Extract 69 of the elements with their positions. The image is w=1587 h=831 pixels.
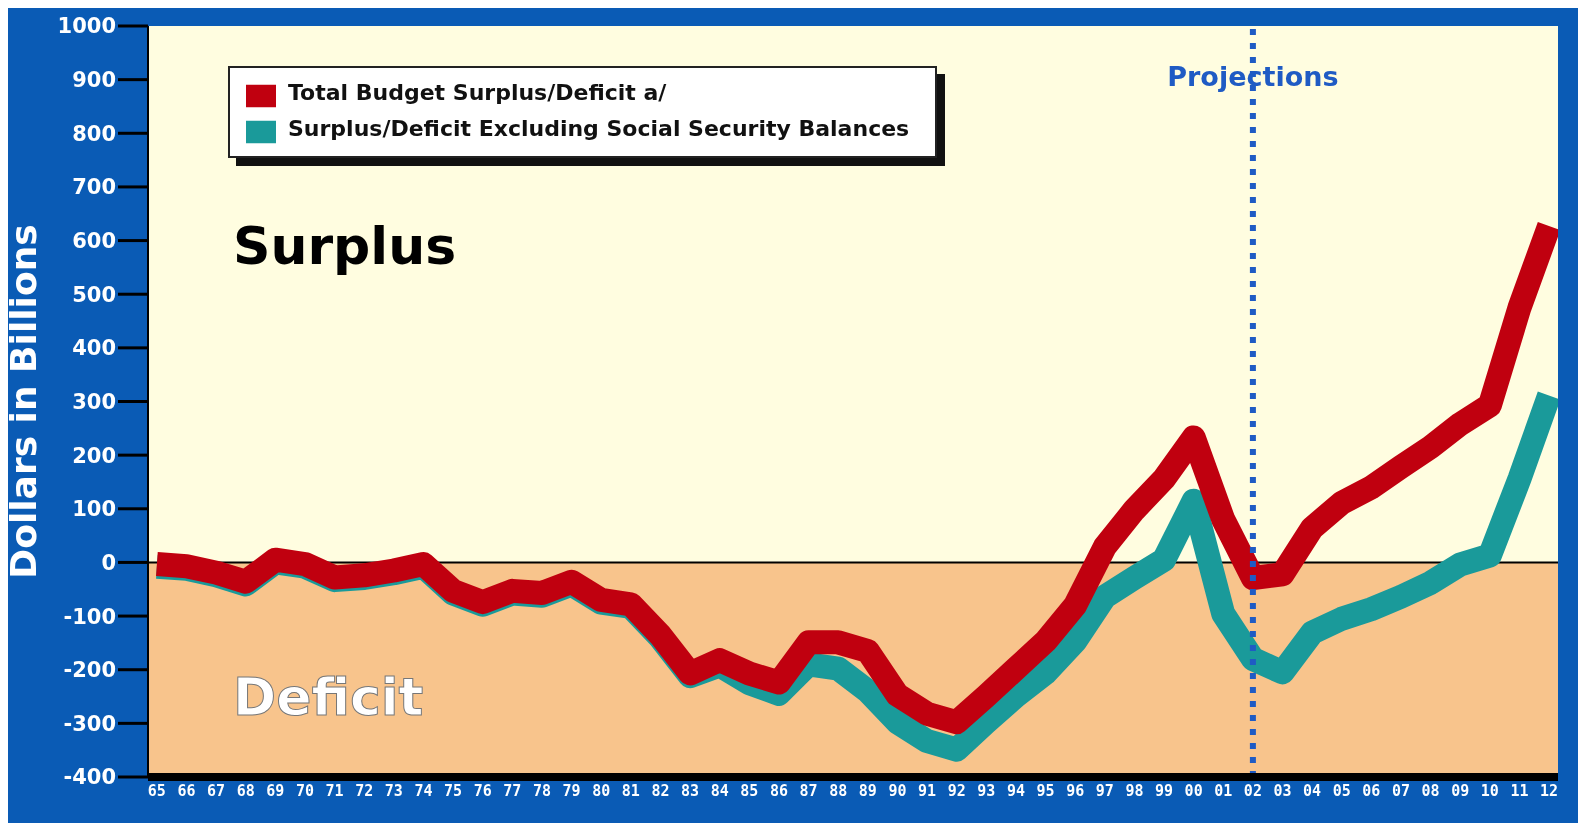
x-tick-label: 77 bbox=[503, 781, 522, 800]
x-tick-label: 72 bbox=[355, 781, 374, 800]
x-tick-label: 84 bbox=[710, 781, 729, 800]
x-tick-label: 71 bbox=[325, 781, 344, 800]
x-tick-label: 67 bbox=[207, 781, 226, 800]
x-tick-label: 96 bbox=[1066, 781, 1085, 800]
x-tick-label: 87 bbox=[799, 781, 818, 800]
y-tick-label: -400 bbox=[63, 765, 116, 790]
x-tick-label: 76 bbox=[473, 781, 492, 800]
x-tick-label: 08 bbox=[1421, 781, 1440, 800]
x-tick-label: 82 bbox=[651, 781, 670, 800]
y-tick-label: 300 bbox=[72, 389, 116, 414]
ref-line-label: Projections bbox=[1167, 61, 1339, 92]
x-tick-label: 04 bbox=[1303, 781, 1322, 800]
x-tick-label: 95 bbox=[1036, 781, 1055, 800]
x-tick-label: 89 bbox=[858, 781, 877, 800]
band-label: Surplus bbox=[233, 216, 457, 277]
x-tick-label: 98 bbox=[1125, 781, 1144, 800]
x-tick-label: 06 bbox=[1362, 781, 1381, 800]
x-tick-label: 01 bbox=[1214, 781, 1233, 800]
x-tick-label: 90 bbox=[888, 781, 907, 800]
x-tick-label: 97 bbox=[1095, 781, 1114, 800]
x-tick-label: 79 bbox=[562, 781, 581, 800]
y-tick-label: -200 bbox=[63, 658, 116, 683]
y-tick-label: 100 bbox=[72, 497, 116, 522]
x-tick-label: 07 bbox=[1391, 781, 1411, 800]
x-tick-label: 68 bbox=[236, 781, 255, 800]
y-tick-label: 700 bbox=[72, 175, 116, 200]
x-tick-label: 00 bbox=[1184, 781, 1203, 800]
x-tick-label: 02 bbox=[1243, 781, 1262, 800]
x-tick-label: 75 bbox=[444, 781, 463, 800]
x-tick-label: 91 bbox=[918, 781, 937, 800]
x-tick-label: 80 bbox=[592, 781, 611, 800]
legend-label: Total Budget Surplus/Deficit a/ bbox=[288, 80, 667, 105]
x-tick-label: 92 bbox=[947, 781, 966, 800]
x-tick-label: 78 bbox=[532, 781, 551, 800]
y-tick-label: -100 bbox=[63, 604, 116, 629]
x-tick-label: 74 bbox=[414, 781, 433, 800]
x-tick-label: 11 bbox=[1510, 781, 1529, 800]
x-tick-label: 81 bbox=[621, 781, 640, 800]
y-tick-label: 0 bbox=[101, 550, 116, 575]
x-tick-label: 09 bbox=[1451, 781, 1470, 800]
y-tick-label: 1000 bbox=[57, 14, 116, 39]
x-tick-label: 69 bbox=[266, 781, 285, 800]
y-tick-label: 400 bbox=[72, 336, 116, 361]
x-tick-label: 85 bbox=[740, 781, 759, 800]
band-label: Deficit bbox=[233, 666, 424, 727]
y-tick-label: 900 bbox=[72, 68, 116, 93]
x-tick-label: 86 bbox=[769, 781, 788, 800]
x-tick-label: 70 bbox=[295, 781, 315, 800]
x-tick-label: 99 bbox=[1155, 781, 1174, 800]
x-tick-label: 66 bbox=[177, 781, 196, 800]
x-tick-label: 12 bbox=[1540, 781, 1559, 800]
x-tick-label: 05 bbox=[1332, 781, 1351, 800]
y-tick-label: -300 bbox=[63, 711, 116, 736]
x-tick-label: 03 bbox=[1273, 781, 1292, 800]
x-tick-label: 10 bbox=[1480, 781, 1499, 800]
y-tick-label: 500 bbox=[72, 282, 116, 307]
x-tick-label: 93 bbox=[977, 781, 996, 800]
x-tick-label: 94 bbox=[1006, 781, 1025, 800]
y-axis-title: Dollars in Billions bbox=[2, 224, 44, 579]
x-tick-label: 88 bbox=[829, 781, 848, 800]
y-tick-label: 800 bbox=[72, 121, 116, 146]
x-tick-label: 73 bbox=[384, 781, 403, 800]
legend-label: Surplus/Deficit Excluding Social Security Balances bbox=[288, 116, 910, 141]
x-tick-label: 83 bbox=[681, 781, 700, 800]
y-tick-label: 200 bbox=[72, 443, 116, 468]
y-tick-label: 600 bbox=[72, 229, 116, 254]
x-tick-label: 65 bbox=[147, 781, 166, 800]
